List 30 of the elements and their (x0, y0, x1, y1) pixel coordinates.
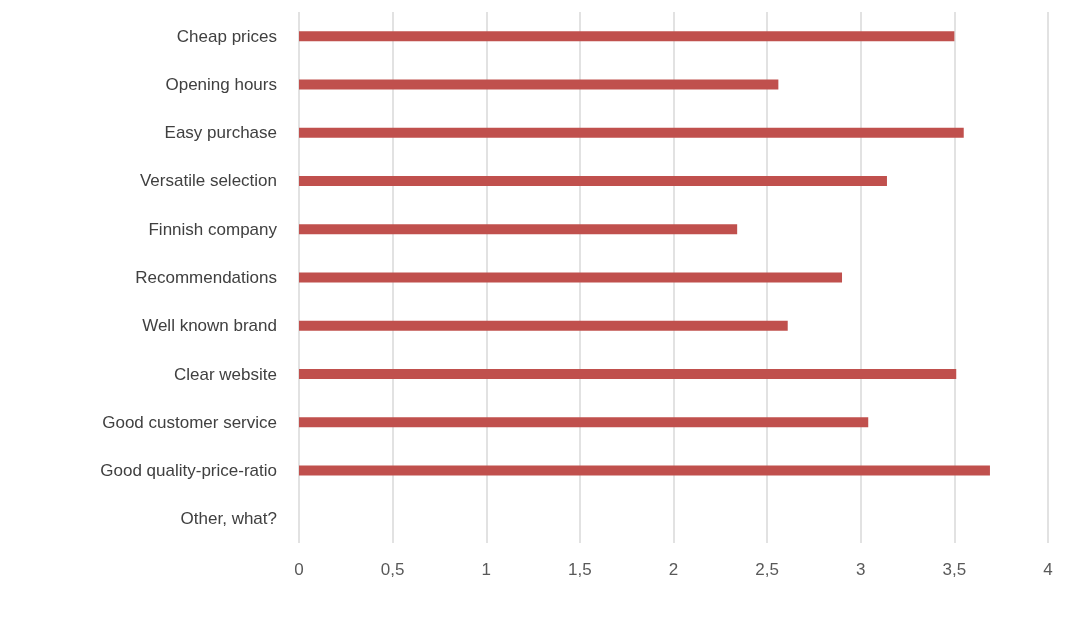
x-tick-label: 2,5 (755, 560, 779, 579)
x-tick-label: 3,5 (942, 560, 967, 579)
y-tick-label: Versatile selection (139, 171, 277, 191)
x-tick-label: 0,5 (380, 560, 405, 579)
y-tick-label: Clear website (174, 364, 277, 384)
y-tick-label: Cheap prices (176, 26, 277, 46)
bar (299, 272, 843, 283)
bar (299, 417, 869, 428)
x-tick-label: 2 (668, 560, 679, 579)
x-tick-label: 1,5 (568, 560, 592, 579)
y-tick-label: Recommendations (135, 268, 277, 287)
bar (299, 369, 957, 380)
y-tick-label: Other, what? (180, 509, 277, 529)
x-tick-label: 0 (294, 560, 304, 579)
bar (299, 320, 788, 331)
bar (299, 31, 955, 42)
bar (299, 79, 779, 90)
x-tick-label: 1 (481, 560, 491, 579)
bar (299, 224, 738, 235)
y-tick-label: Finnish company (148, 219, 278, 239)
bar (299, 465, 990, 476)
x-tick-label: 3 (856, 560, 866, 579)
y-tick-label: Well known brand (142, 316, 277, 336)
x-tick-label: 4 (1043, 560, 1053, 579)
y-tick-label: Good customer service (102, 412, 277, 432)
bar (299, 175, 887, 186)
y-tick-label: Easy purchase (164, 123, 277, 143)
bar (299, 127, 964, 138)
y-tick-label: Good quality-price-ratio (100, 461, 277, 481)
y-tick-label: Opening hours (165, 74, 277, 94)
